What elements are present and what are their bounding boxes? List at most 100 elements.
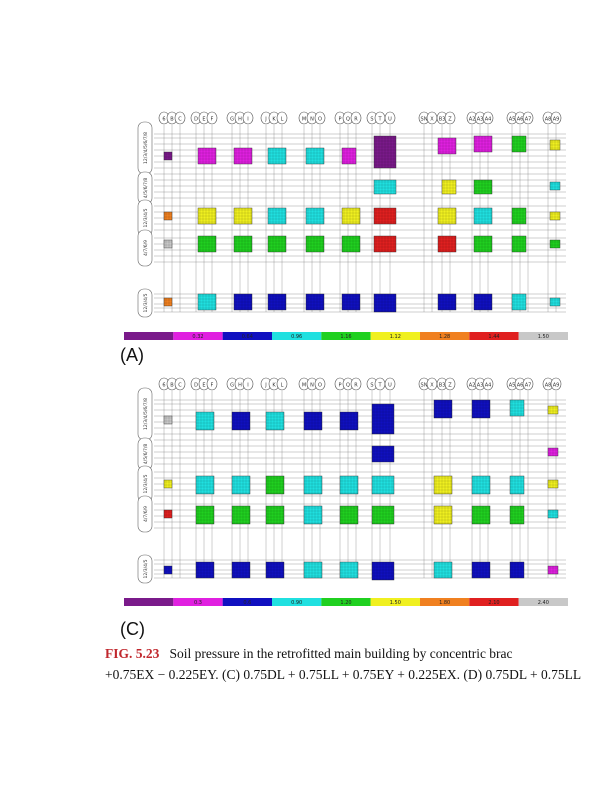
footing-pad xyxy=(163,151,173,161)
column-label: SN xyxy=(421,117,428,123)
color-scale-segment xyxy=(272,332,322,340)
color-scale-segment xyxy=(518,332,568,340)
column-label: X xyxy=(430,383,434,389)
column-bubble xyxy=(550,377,562,391)
column-label: G xyxy=(230,117,234,123)
column-label: T xyxy=(377,383,382,389)
color-scale-label: 1.20 xyxy=(340,600,351,606)
column-label: L xyxy=(281,383,284,389)
soil-pressure-plan-c: 6 B C D E F G H I J K L M N O P Q R S T U SN X B3 Z A2 A3 A4 A5 A6 A7 A… xyxy=(116,374,576,614)
panel-label-a: (A) xyxy=(120,345,144,365)
color-scale-label: 1.44 xyxy=(488,334,499,340)
column-label: H xyxy=(238,383,242,389)
row-label: 12/3/4/5 xyxy=(143,293,149,312)
footing-pad xyxy=(231,505,251,525)
footing-pad xyxy=(163,415,173,425)
footing-pad xyxy=(471,399,491,419)
column-label: R xyxy=(354,383,358,389)
footing-pad xyxy=(509,475,525,495)
column-label: A5 xyxy=(509,117,516,123)
row-bubble xyxy=(137,288,153,318)
column-bubble xyxy=(444,377,456,391)
color-scale-label: 1.50 xyxy=(390,600,401,606)
column-label: A3 xyxy=(477,383,484,389)
footing-pad xyxy=(303,505,323,525)
color-scale-segment xyxy=(370,332,420,340)
color-scale-label: 0.64 xyxy=(242,334,253,340)
column-bubble xyxy=(206,377,218,391)
footing-pad xyxy=(433,399,453,419)
column-label: H xyxy=(238,117,242,123)
footing-pad xyxy=(163,239,173,249)
column-label: C xyxy=(178,383,182,389)
footing-pad xyxy=(441,179,457,195)
footing-pad xyxy=(303,475,323,495)
color-scale-segment xyxy=(124,598,174,606)
column-label: P xyxy=(338,383,341,389)
column-label: J xyxy=(264,117,266,123)
column-label: A4 xyxy=(485,117,492,123)
row-label: 12/3/4/5/6/7/8 xyxy=(143,398,149,430)
column-label: F xyxy=(211,117,214,123)
column-label: Z xyxy=(448,117,452,123)
column-bubble xyxy=(350,111,362,125)
column-label: A6 xyxy=(517,117,524,123)
row-label: 12/3/4/5/6/7/8 xyxy=(143,132,149,164)
color-scale-segment xyxy=(222,332,272,340)
soil-pressure-plan-a: 6 B C D E F G H I J K L M N O P Q R S T U SN X B3 Z A2 A3 A4 A5 A6 A7 A… xyxy=(116,108,576,348)
column-label: U xyxy=(388,117,392,123)
column-bubble xyxy=(482,111,494,125)
footing-pad xyxy=(471,475,491,495)
footing-pad xyxy=(339,505,359,525)
column-bubble xyxy=(174,377,186,391)
column-bubble xyxy=(174,111,186,125)
footing-pad xyxy=(231,475,251,495)
color-scale-segment xyxy=(518,598,568,606)
column-label: A7 xyxy=(525,117,532,123)
color-scale-segment xyxy=(272,598,322,606)
plan-diagram-c: 6 B C D E F G H I J K L M N O P Q R S T U SN X B3 Z A2 A3 A4 A5 A6 A7 A… xyxy=(124,377,568,606)
column-label: 6 xyxy=(162,117,165,123)
caption-line-1: FIG. 5.23 Soil pressure in the retrofitt… xyxy=(105,643,599,664)
column-label: S xyxy=(370,117,373,123)
column-label: K xyxy=(272,117,276,123)
column-bubble xyxy=(482,377,494,391)
color-scale-label: 0.32 xyxy=(192,334,203,340)
column-label: A5 xyxy=(509,383,516,389)
row-label: 12/3/4/5 xyxy=(143,208,149,227)
column-label: A6 xyxy=(517,383,524,389)
column-label: Q xyxy=(346,383,350,389)
column-label: D xyxy=(194,383,198,389)
column-bubble xyxy=(384,377,396,391)
footing-pad xyxy=(195,475,215,495)
column-bubble xyxy=(314,111,326,125)
color-scale-segment xyxy=(469,598,519,606)
footing-pad xyxy=(163,479,173,489)
color-scale-segment xyxy=(222,598,272,606)
column-label: B3 xyxy=(439,117,446,123)
footing-pad xyxy=(265,505,285,525)
column-label: S xyxy=(370,383,373,389)
footing-pad xyxy=(265,475,285,495)
column-bubble xyxy=(444,111,456,125)
color-scale-label: 1.12 xyxy=(390,334,401,340)
column-bubble xyxy=(384,111,396,125)
color-scale-label: 1.16 xyxy=(340,334,351,340)
column-label: X xyxy=(430,117,434,123)
column-label: P xyxy=(338,117,341,123)
color-scale-label: 0.3 xyxy=(194,600,202,606)
column-label: E xyxy=(202,117,205,123)
row-label: 4/5/6/7/8 xyxy=(143,444,149,465)
caption-text-1: Soil pressure in the retrofitted main bu… xyxy=(169,646,513,661)
color-scale-label: 0.96 xyxy=(291,334,302,340)
column-label: A8 xyxy=(545,383,552,389)
footing-pad xyxy=(231,411,251,431)
column-label: D xyxy=(194,117,198,123)
column-bubble xyxy=(522,377,534,391)
color-scale-segment xyxy=(321,332,371,340)
color-scale-label: 2.40 xyxy=(538,600,549,606)
column-label: E xyxy=(202,383,205,389)
column-label: SN xyxy=(421,383,428,389)
column-label: N xyxy=(310,117,314,123)
column-bubble xyxy=(522,111,534,125)
